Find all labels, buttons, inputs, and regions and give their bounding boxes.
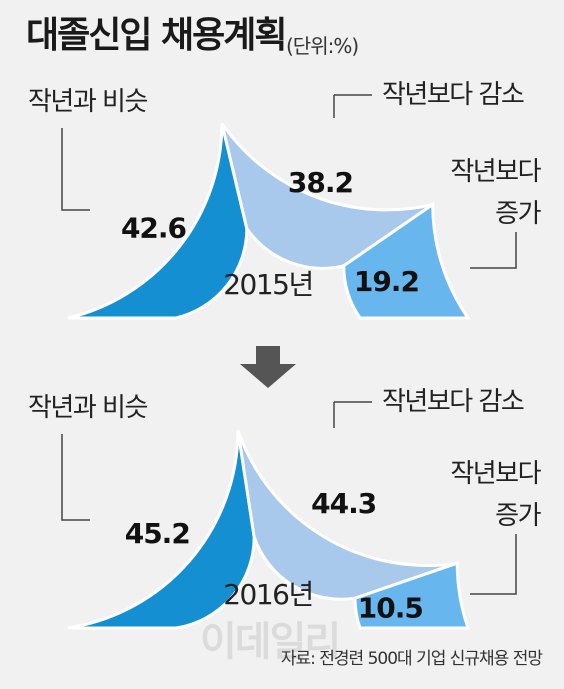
value-label-decrease-1: 38.2: [288, 166, 353, 199]
value-label-same-1: 42.6: [121, 211, 186, 244]
leader-increase-1: [470, 232, 517, 269]
legend-decrease-2: 작년보다 감소: [382, 387, 524, 417]
legend-increase-line1-2: 작년보다: [450, 459, 541, 489]
value-label-increase-1: 19.2: [354, 265, 419, 298]
legend-increase-line2-1: 증가: [495, 199, 541, 229]
leader-same-1: [61, 128, 90, 211]
legend-increase-line2-2: 증가: [495, 501, 541, 531]
center-year-label-1: 2015년: [223, 268, 313, 301]
slice-decrease-1: [220, 122, 434, 270]
source-note: 자료: 전경련 500대 기업 신규채용 전망: [280, 649, 543, 669]
legend-decrease-1: 작년보다 감소: [382, 80, 524, 110]
legend-same-2: 작년과 비슷: [28, 393, 147, 423]
slice-same-1: [67, 123, 249, 320]
slice-decrease-2: [236, 429, 458, 601]
center-year-label-2: 2016년: [223, 578, 313, 611]
slice-increase-1: [342, 201, 471, 320]
value-label-same-2: 45.2: [125, 517, 190, 550]
leader-same-2: [61, 434, 90, 521]
down-arrow-icon: [240, 346, 296, 388]
slice-same-2: [67, 430, 256, 630]
legend-increase-line1-1: 작년보다: [450, 157, 541, 187]
slice-increase-2: [353, 561, 471, 630]
watermark: 이데일리: [200, 619, 341, 665]
chart-title: 대졸신입 채용계획: [26, 15, 287, 56]
legend-same-1: 작년과 비슷: [28, 87, 147, 117]
leader-increase-2: [470, 534, 517, 595]
value-label-increase-2: 10.5: [358, 592, 423, 625]
unit-label: (단위:%): [286, 34, 359, 58]
value-label-decrease-2: 44.3: [311, 487, 376, 520]
